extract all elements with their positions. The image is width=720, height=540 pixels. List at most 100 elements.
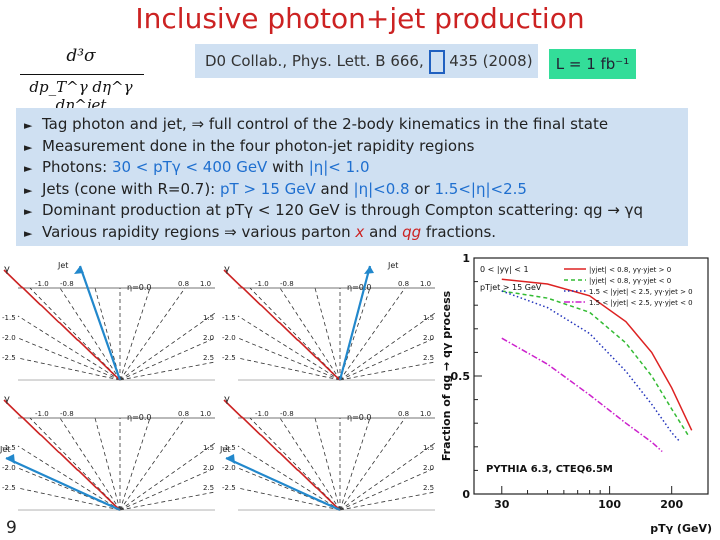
jet-label: Jet [387,261,398,270]
bullet-item: ► Tag photon and jet, ⇒ full control of t… [24,114,688,136]
legend-entry: 1.5 < |yjet| < 2.5, yγ·yjet < 0 [589,299,693,307]
series-line [501,278,693,431]
x-tick-label: 100 [598,498,621,511]
eta-tick-label: -2.0 [222,334,236,342]
rapidity-boundary-line [119,361,216,381]
eta-tick-label: 0.8 [178,410,189,418]
chart-annotation: PYTHIA 6.3, CTEQ6.5M [486,464,613,475]
bullet-item: ► Photons: 30 < pTγ < 400 GeV with |η|< 1… [24,157,688,179]
series-line [501,290,689,436]
eta-tick-label: 0.8 [398,280,409,288]
rapidity-boundary-line [17,445,121,511]
parton-x-label: x [355,222,365,241]
bullet-arrow-icon: ► [24,205,33,218]
jet-arrow-head [74,266,84,274]
bullet-text: Dominant production at pTγ < 120 GeV is … [42,201,644,219]
photon-label: γ [224,394,230,405]
rapidity-boundary-line [314,287,341,381]
eta-tick-label: 0.8 [398,410,409,418]
rapidity-boundary-line [237,467,341,511]
bullet-text: Photons: [42,158,112,176]
eta-tick-label: 1.0 [420,280,431,288]
formula-fraction-bar [20,74,144,75]
rapidity-boundary-line [59,287,121,381]
eta-tick-label: -2.0 [2,334,16,342]
rapidity-boundary-line [17,357,121,381]
rapidity-boundary-line [237,445,341,511]
qg-fraction-chart: 0 0.5 1 30 100 200 Fraction of qg → qγ process… [440,254,712,535]
rapidity-boundary-line [237,315,341,381]
eta-tick-label: 2.5 [423,484,434,492]
bullet-item: ► Measurement done in the four photon-jet… [24,136,688,158]
bullet-text: with [267,158,309,176]
x-tick-label: 200 [660,498,683,511]
y-tick-label: 0 [462,488,470,501]
photon-label: γ [224,264,230,275]
rapidity-boundary-line [119,287,186,381]
photon-eta-range: |η|< 1.0 [308,158,370,176]
jet-track [225,456,341,512]
eta-tick-label: -2.5 [2,354,16,362]
eta-tick-label: -2.5 [222,484,236,492]
eta-tick-label: 2.5 [423,354,434,362]
rapidity-boundary-line [119,467,216,511]
rapidity-boundary-line [339,361,436,381]
photon-label: γ [4,394,10,405]
rapidity-boundary-line [17,315,121,381]
bullet-text: fractions. [421,222,497,241]
photon-label: γ [4,264,10,275]
rapidity-boundary-line [17,337,121,381]
rapidity-boundary-line [119,442,216,511]
series-line [501,290,681,443]
photon-track [3,399,121,511]
jet-track [338,265,372,381]
eta-tick-label: -0.8 [60,410,74,418]
rapidity-boundary-line [94,417,121,511]
jet-track [78,265,122,381]
bullet-text: Measurement done in the four photon-jet … [42,136,475,155]
bullet-text: and [315,179,354,198]
bullet-text: Jets (cone with R=0.7): [42,179,221,198]
eta-tick-label: -2.5 [2,484,16,492]
bullet-arrow-icon: ► [24,140,33,154]
rapidity-boundary-line [119,417,151,511]
rapidity-boundary-line [339,442,436,511]
rapidity-boundary-line [119,337,216,381]
bullet-arrow-icon: ► [24,183,33,197]
eta-tick-label: 1.0 [200,280,211,288]
reference-text-after: 435 (2008) [444,52,533,70]
rapidity-boundary-line [59,417,121,511]
eta-tick-label: 1.5 [203,314,214,322]
rapidity-boundary-line [279,417,341,511]
rapidity-boundary-line [339,491,436,511]
reference-box: D0 Collab., Phys. Lett. B 666, 435 (2008… [195,44,538,78]
cross-section-formula: d³σ dp_T^γ dη^γ dη^jet [16,44,146,114]
jet-eta-forward: 1.5<|η|<2.5 [434,179,527,198]
rapidity-boundary-line [237,487,341,511]
jet-track [5,456,121,512]
diagram-panel: η=0.0 -1.0 -0.8 0.8 1.0 -1.5 -2.0 -2.5 1.5 2.0 2.5… [0,394,216,512]
photon-track [223,269,341,381]
eta-zero-label: η=0.0 [127,283,152,292]
bullet-item: ► Jets (cone with R=0.7): pT > 15 GeV and… [24,179,688,201]
eta-tick-label: -1.0 [255,280,269,288]
rapidity-boundary-line [119,312,216,381]
y-tick-label: 0.5 [451,370,471,383]
jet-arrow-head [364,266,374,274]
eta-tick-label: 2.5 [203,354,214,362]
series-line [501,337,663,453]
legend-entry: 1.5 < |yjet| < 2.5, yγ·yjet > 0 [589,288,693,296]
eta-tick-label: -0.8 [60,280,74,288]
rapidity-boundary-line [119,491,216,511]
eta-zero-label: η=0.0 [347,283,372,292]
eta-tick-label: -2.0 [222,464,236,472]
bullet-item: ► Dominant production at pTγ < 120 GeV is… [24,200,688,222]
page-number: 9 [6,518,17,538]
jet-eta-central: |η|<0.8 [353,179,410,198]
eta-tick-label: -0.8 [280,280,294,288]
eta-zero-label: η=0.0 [347,413,372,422]
eta-tick-label: 1.5 [423,314,434,322]
eta-tick-label: -1.5 [2,314,16,322]
x-tick-label: 30 [494,498,510,511]
eta-tick-label: 2.0 [423,464,434,472]
